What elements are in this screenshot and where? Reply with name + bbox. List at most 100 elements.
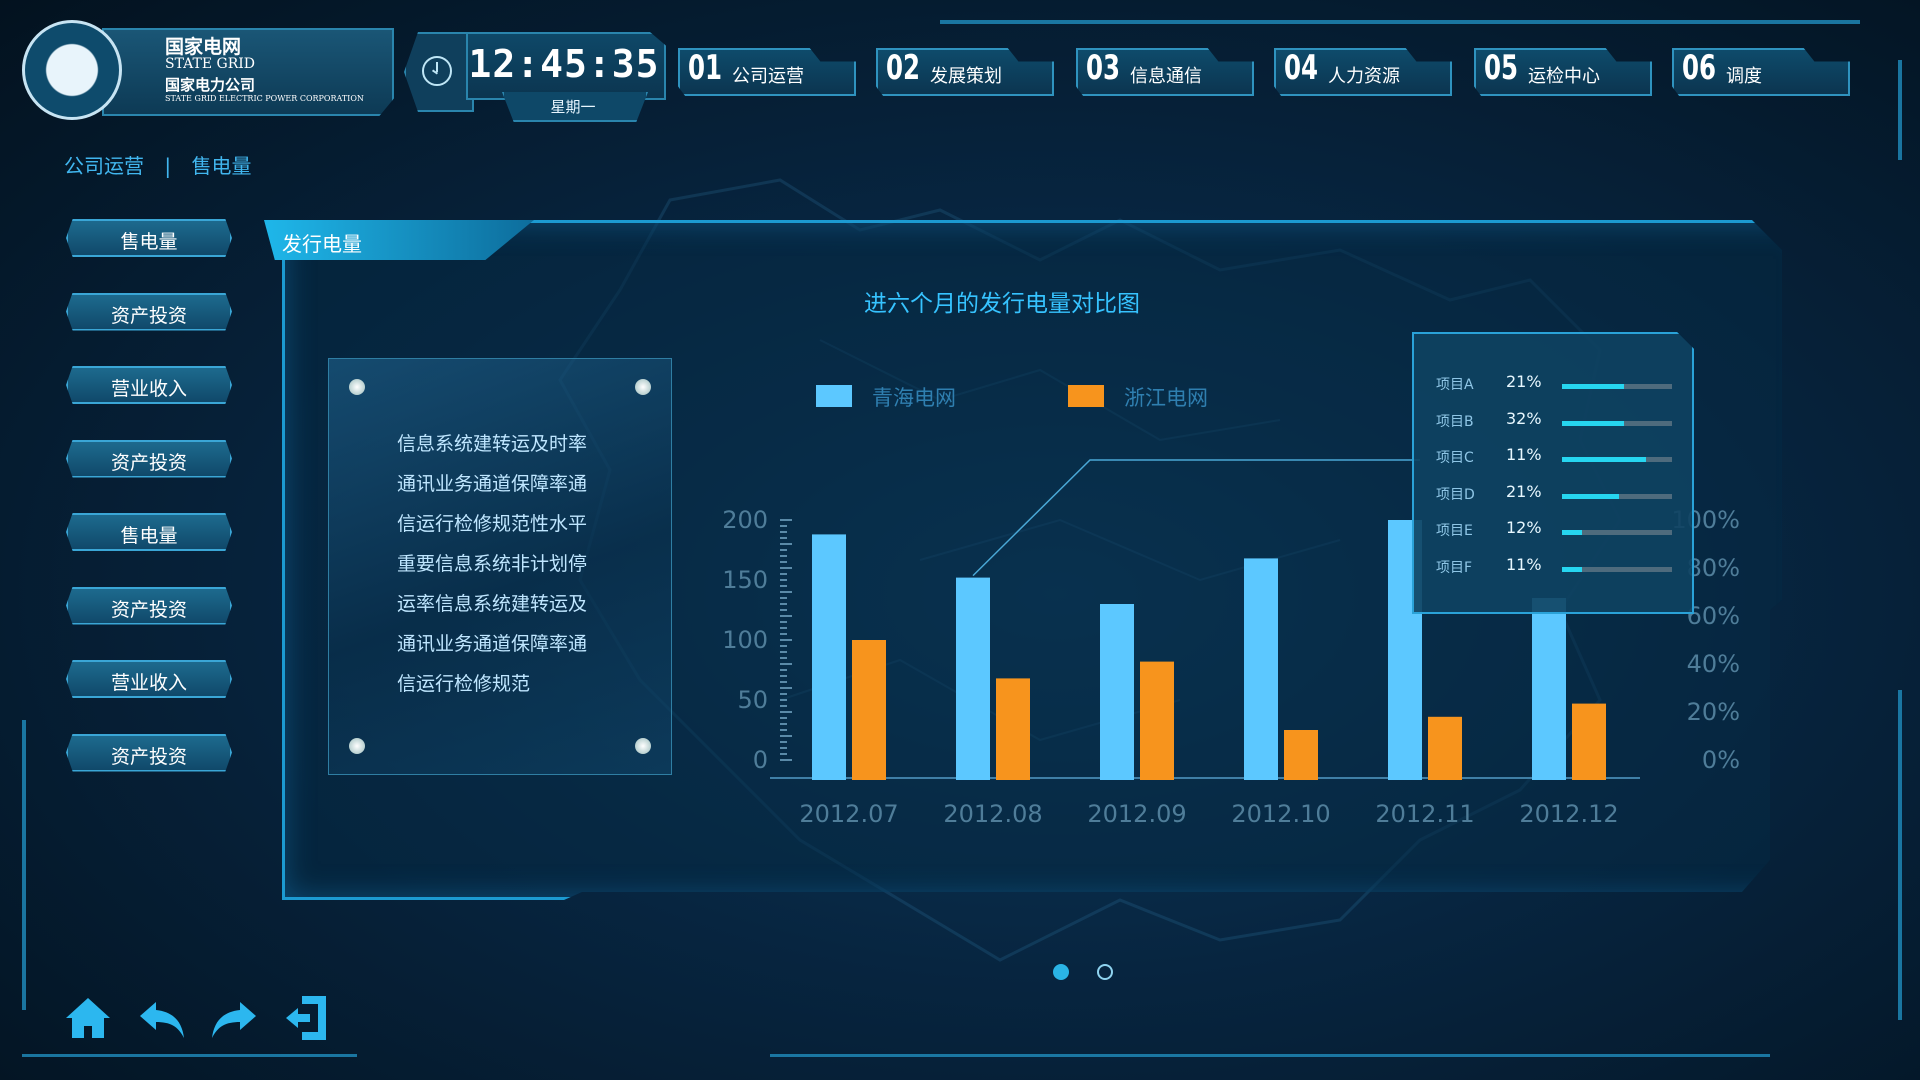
info-line: 信运行检修规范性水平 bbox=[397, 513, 588, 535]
popup-row-value: 11% bbox=[1506, 554, 1542, 574]
clock-icon-box bbox=[404, 32, 474, 112]
back-icon[interactable] bbox=[136, 992, 188, 1044]
frame-right-line bbox=[1898, 60, 1902, 160]
tab-number: 05 bbox=[1484, 48, 1519, 88]
popup-row-label: 项目B bbox=[1436, 413, 1474, 430]
bar-series2 bbox=[1140, 661, 1174, 780]
logo-company-cn: 国家电力公司 bbox=[165, 76, 256, 94]
x-tick-label: 2012.09 bbox=[1087, 800, 1186, 828]
x-tick-label: 2012.11 bbox=[1375, 800, 1474, 828]
breadcrumb-second[interactable]: 售电量 bbox=[191, 154, 252, 178]
sidebar-item-label: 营业收入 bbox=[110, 378, 187, 400]
tab-number: 01 bbox=[688, 48, 723, 88]
popup-connector-line bbox=[972, 459, 1420, 577]
sidebar-item-bg bbox=[66, 513, 232, 551]
tab-number: 04 bbox=[1284, 48, 1319, 88]
popup-row-bar bbox=[1562, 457, 1672, 462]
sidebar-item-6[interactable]: 资产投资 bbox=[66, 586, 232, 625]
frame-left-line bbox=[22, 720, 26, 1010]
popup-row-bar-fill bbox=[1562, 457, 1646, 462]
logo: 国家电网 STATE GRID 国家电力公司 STATE GRID ELECTR… bbox=[22, 18, 394, 120]
sidebar-item-5[interactable]: 售电量 bbox=[66, 513, 232, 551]
pager-dot-1[interactable] bbox=[1053, 964, 1069, 980]
x-tick-label: 2012.12 bbox=[1519, 800, 1618, 828]
pager-dot-2[interactable] bbox=[1097, 964, 1113, 980]
popup-row-bar-fill bbox=[1562, 420, 1624, 426]
tab-2[interactable]: 02 发展策划 bbox=[876, 48, 1054, 96]
popup-row-value: 21% bbox=[1506, 481, 1542, 501]
sidebar-item-label: 资产投资 bbox=[110, 451, 187, 474]
legend-label-series2: 浙江电网 bbox=[1124, 386, 1208, 410]
time-box bbox=[466, 32, 666, 100]
y-tick-label: 200 bbox=[722, 506, 768, 534]
tab-5[interactable]: 05 运检中心 bbox=[1474, 48, 1652, 96]
bar-series2 bbox=[1572, 703, 1606, 780]
tab-background bbox=[876, 48, 1054, 96]
bar-series1 bbox=[956, 577, 990, 780]
screw-icon bbox=[349, 379, 365, 395]
popup-row-value: 21% bbox=[1506, 372, 1542, 391]
popup-row-bar-fill bbox=[1562, 530, 1582, 535]
sidebar-item-1[interactable]: 售电量 bbox=[66, 219, 232, 257]
breadcrumb-separator: | bbox=[164, 154, 172, 178]
popup-row-bar bbox=[1562, 493, 1672, 499]
logo-name-en: STATE GRID bbox=[165, 56, 255, 72]
x-tick-label: 2012.10 bbox=[1231, 800, 1330, 828]
y2-tick-label: 40% bbox=[1687, 650, 1740, 678]
home-icon[interactable] bbox=[62, 992, 114, 1044]
sidebar-item-8[interactable]: 资产投资 bbox=[66, 733, 232, 772]
sidebar-item-bg bbox=[66, 586, 232, 625]
tab-number: 02 bbox=[886, 48, 921, 88]
popup-row-bar-fill bbox=[1562, 493, 1620, 499]
popup-row-label: 项目D bbox=[1436, 486, 1475, 503]
screw-icon bbox=[635, 738, 651, 754]
logo-name-cn: 国家电网 bbox=[165, 36, 242, 58]
legend-swatch-series1 bbox=[816, 385, 852, 407]
bar-series1 bbox=[1100, 604, 1134, 780]
sidebar-item-2[interactable]: 资产投资 bbox=[66, 292, 232, 331]
sidebar-item-3[interactable]: 营业收入 bbox=[66, 366, 232, 404]
bar-series2 bbox=[1284, 730, 1318, 780]
panel-tab[interactable]: 发行电量 bbox=[264, 220, 534, 260]
globe-logo-icon bbox=[22, 20, 122, 120]
tab-number: 03 bbox=[1086, 48, 1121, 88]
sidebar-item-label: 营业收入 bbox=[110, 672, 187, 694]
chart-title: 进六个月的发行电量对比图 bbox=[864, 291, 1140, 317]
tab-label: 人力资源 bbox=[1328, 66, 1400, 87]
tab-label: 信息通信 bbox=[1130, 66, 1202, 87]
sidebar-item-label: 资产投资 bbox=[110, 745, 187, 768]
exit-icon[interactable] bbox=[282, 992, 334, 1044]
tab-number: 06 bbox=[1682, 48, 1717, 88]
info-line: 通讯业务通道保障率通 bbox=[397, 633, 588, 655]
sidebar-item-label: 售电量 bbox=[120, 231, 178, 253]
sidebar-item-7[interactable]: 营业收入 bbox=[66, 660, 232, 698]
popup-row-value: 32% bbox=[1506, 408, 1542, 428]
screw-icon bbox=[349, 738, 365, 754]
bar-series2 bbox=[1428, 716, 1462, 780]
sidebar-item-label: 售电量 bbox=[120, 525, 178, 547]
popup-row-bar bbox=[1562, 566, 1672, 572]
tab-label: 调度 bbox=[1726, 66, 1762, 87]
clock-widget: 12:45:35 星期一 bbox=[404, 32, 666, 124]
frame-top-line bbox=[940, 20, 1860, 24]
bar-series1 bbox=[812, 534, 846, 780]
tab-4[interactable]: 04 人力资源 bbox=[1274, 48, 1452, 96]
popup-row-bar bbox=[1562, 384, 1672, 389]
x-tick-label: 2012.08 bbox=[943, 800, 1042, 828]
forward-icon[interactable] bbox=[208, 992, 260, 1044]
sidebar-item-4[interactable]: 资产投资 bbox=[66, 439, 232, 478]
info-line: 通讯业务通道保障率通 bbox=[397, 473, 588, 495]
logo-company-en: STATE GRID ELECTRIC POWER CORPORATION bbox=[165, 94, 364, 103]
popup-row-bar-fill bbox=[1562, 566, 1582, 572]
tab-1[interactable]: 01 公司运营 bbox=[678, 48, 856, 96]
breadcrumb-first[interactable]: 公司运营 bbox=[64, 154, 144, 178]
y2-tick-label: 20% bbox=[1687, 698, 1740, 726]
sidebar-item-bg bbox=[66, 292, 232, 331]
x-tick-label: 2012.07 bbox=[799, 800, 898, 828]
frame-bottom-line bbox=[770, 1054, 1770, 1057]
sidebar-item-bg bbox=[66, 733, 232, 772]
tab-6[interactable]: 06 调度 bbox=[1672, 48, 1850, 96]
bar-series2 bbox=[996, 678, 1030, 780]
tab-3[interactable]: 03 信息通信 bbox=[1076, 48, 1254, 96]
